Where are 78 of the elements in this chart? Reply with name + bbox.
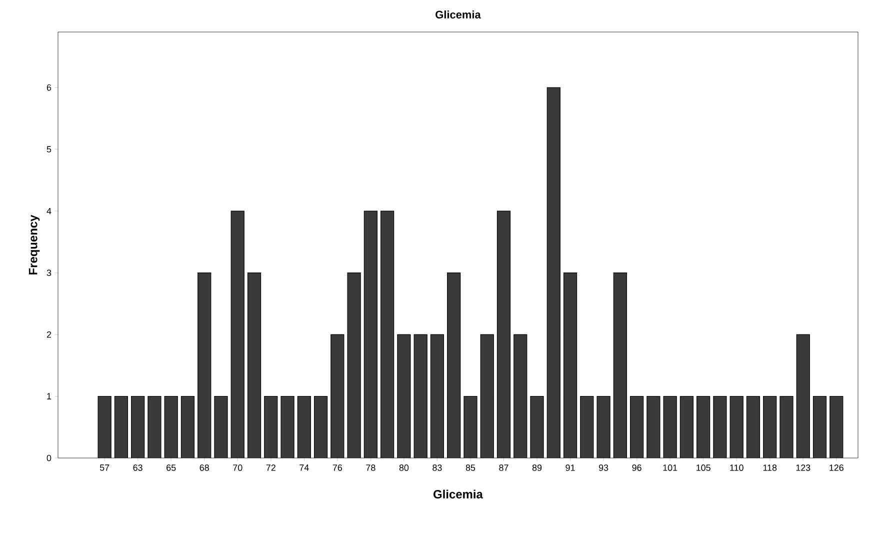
bar xyxy=(680,396,694,458)
y-tick-label: 6 xyxy=(46,84,52,91)
y-tick-label: 1 xyxy=(47,393,52,400)
x-tick-label: 101 xyxy=(663,464,678,471)
x-tick-label: 80 xyxy=(399,464,409,471)
bar xyxy=(830,396,844,458)
bar xyxy=(214,396,228,458)
x-tick-label: 63 xyxy=(133,464,142,471)
y-axis-title: Frequency xyxy=(28,214,40,274)
bar xyxy=(380,210,394,458)
bar xyxy=(580,396,594,458)
x-tick-label: 105 xyxy=(696,464,710,471)
y-tick-label: 0 xyxy=(46,454,52,462)
bar xyxy=(414,334,428,458)
bar xyxy=(247,272,262,458)
bar xyxy=(230,210,244,458)
bar xyxy=(314,396,328,458)
bar xyxy=(430,334,444,458)
bar xyxy=(696,396,710,458)
x-tick-label: 70 xyxy=(233,464,242,471)
bar xyxy=(746,396,760,458)
bar xyxy=(812,396,827,458)
x-tick-label: 96 xyxy=(632,464,642,471)
bar xyxy=(596,396,610,458)
bar xyxy=(364,210,378,458)
bar xyxy=(546,87,560,458)
bar xyxy=(630,396,644,458)
x-tick-label: 65 xyxy=(166,464,176,471)
bar xyxy=(563,272,578,458)
x-tick-label: 123 xyxy=(796,464,810,471)
x-tick-label: 93 xyxy=(598,464,608,471)
x-tick-label: 68 xyxy=(200,464,209,471)
x-tick-label: 118 xyxy=(763,464,777,471)
bar xyxy=(780,396,794,458)
bar xyxy=(347,272,361,458)
bar xyxy=(98,396,112,458)
bar xyxy=(180,396,195,458)
x-tick-label: 74 xyxy=(300,464,309,471)
y-tick-label: 4 xyxy=(46,208,52,214)
x-axis-title: Glicemia xyxy=(434,490,483,498)
chart-title: Glicemia xyxy=(436,10,481,18)
bar xyxy=(730,396,744,458)
y-tick-label: 5 xyxy=(46,146,52,152)
bar xyxy=(164,396,178,458)
y-tick-label: 3 xyxy=(46,270,52,276)
bar xyxy=(480,334,494,458)
x-tick-label: 91 xyxy=(566,464,575,471)
bar xyxy=(530,396,544,458)
x-tick-label: 85 xyxy=(466,464,476,471)
bar xyxy=(131,396,145,458)
bar xyxy=(514,334,528,458)
bar xyxy=(496,210,511,458)
bar xyxy=(397,334,411,458)
x-tick-label: 110 xyxy=(730,464,744,471)
y-tick-label: 2 xyxy=(46,331,52,338)
bar xyxy=(198,272,212,458)
bar xyxy=(464,396,478,458)
bar xyxy=(297,396,311,458)
x-tick-label: 87 xyxy=(499,464,508,471)
x-tick-label: 83 xyxy=(432,464,442,471)
bar xyxy=(796,334,810,458)
x-tick-label: 89 xyxy=(532,464,542,471)
bar xyxy=(148,396,162,458)
x-tick-label: 72 xyxy=(266,464,276,471)
bar xyxy=(330,334,344,458)
bar xyxy=(264,396,278,458)
bar xyxy=(447,272,461,458)
x-tick-label: 126 xyxy=(830,464,844,471)
bar xyxy=(613,272,627,458)
x-tick-label: 76 xyxy=(332,464,342,471)
bar xyxy=(280,396,294,458)
x-tick-label: 57 xyxy=(100,464,110,471)
bar xyxy=(114,396,128,458)
bar xyxy=(763,396,777,458)
bar xyxy=(713,396,727,458)
bar xyxy=(646,396,660,458)
bar xyxy=(663,396,677,458)
x-tick-label: 78 xyxy=(366,464,376,471)
